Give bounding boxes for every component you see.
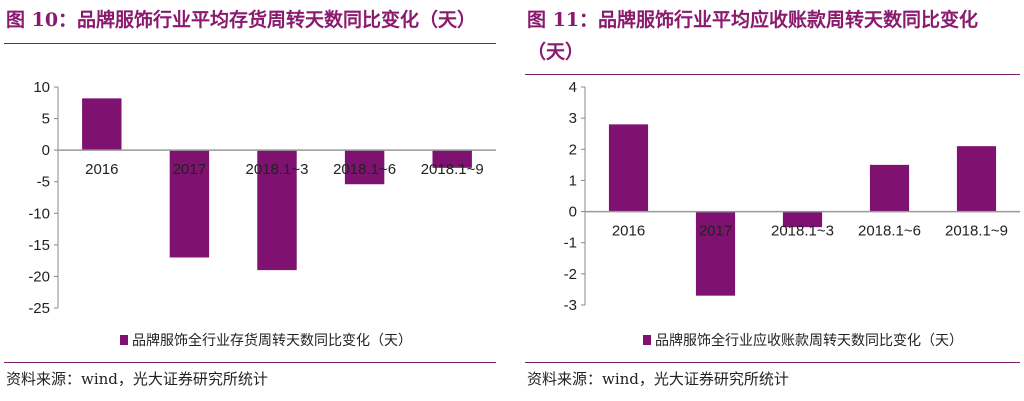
- figure-10-panel: 图 10：品牌服饰行业平均存货周转天数同比变化（天） 10 5 0 -5 -10 -15 -…: [0, 0, 500, 401]
- title-underline: [4, 43, 496, 44]
- category-label: 2018.1~9: [421, 161, 484, 178]
- bar-2018.1~6: [344, 150, 385, 185]
- bar-2016: [82, 98, 122, 151]
- category-label: 2017: [699, 223, 732, 240]
- legend-label: 品牌服饰全行业存货周转天数同比变化（天）: [132, 332, 412, 348]
- y-tick-label: 0: [42, 142, 50, 159]
- category-label: 2018.1~3: [771, 223, 834, 240]
- bar-2018.1~3: [782, 211, 823, 228]
- bar-2016: [608, 124, 649, 212]
- y-tick-label: 5: [42, 111, 50, 128]
- bar-2017: [169, 150, 210, 258]
- y-tick-label: -1: [564, 235, 577, 252]
- y-tick-label: 4: [569, 79, 577, 96]
- category-label: 2018.1~3: [246, 161, 309, 178]
- category-label: 2018.1~6: [858, 223, 921, 240]
- legend-label: 品牌服饰全行业应收账款周转天数同比变化（天）: [655, 332, 963, 348]
- receivables-turnover-chart: 4 3 2 1 0 -1 -2 -3 2016 2017 2018.1~3 2018.1~6 2018.…: [564, 79, 1020, 348]
- y-tick-label: 3: [569, 110, 577, 127]
- bar-2018.1~9: [432, 150, 472, 168]
- bar-2018.1~3: [257, 150, 297, 271]
- figure-10-source: 资料来源：wind，光大证券研究所统计: [6, 370, 268, 388]
- y-tick-label: 10: [33, 79, 50, 96]
- legend-swatch: [120, 335, 128, 345]
- y-tick-label: 2: [569, 141, 577, 158]
- source-divider: [525, 362, 1020, 363]
- y-tick-label: -15: [28, 237, 50, 254]
- category-label: 2016: [612, 223, 645, 240]
- figure-10-title: 图 10：品牌服饰行业平均存货周转天数同比变化（天）: [6, 9, 477, 31]
- bar-2018.1~6: [869, 164, 910, 212]
- category-label: 2017: [173, 161, 206, 178]
- figure-11-source: 资料来源：wind，光大证券研究所统计: [527, 370, 789, 388]
- y-tick-label: -10: [28, 205, 50, 222]
- bar-2017: [695, 211, 736, 296]
- y-tick-label: -20: [28, 268, 50, 285]
- category-label: 2018.1~9: [945, 223, 1008, 240]
- source-divider: [4, 362, 496, 363]
- category-label: 2016: [85, 161, 118, 178]
- y-tick-label: -3: [564, 297, 577, 314]
- title-underline: [525, 74, 1020, 75]
- y-tick-label: -2: [564, 266, 577, 283]
- y-tick-label: 0: [569, 204, 577, 221]
- figure-11-title: 图 11：品牌服饰行业平均应收账款周转天数同比变化（天）: [527, 9, 979, 63]
- figure-11-panel: 图 11：品牌服饰行业平均应收账款周转天数同比变化（天） 4 3 2 1 0 -1 -2 -3…: [521, 0, 1024, 401]
- y-tick-label: -25: [28, 300, 50, 317]
- category-label: 2018.1~6: [333, 161, 396, 178]
- legend-swatch: [643, 335, 651, 345]
- bar-2018.1~9: [956, 146, 997, 212]
- inventory-turnover-chart: 10 5 0 -5 -10 -15 -20 -25 2016 2017 2018.1~3 2018.1…: [28, 79, 496, 348]
- y-tick-label: -5: [37, 174, 50, 191]
- y-tick-label: 1: [569, 172, 577, 189]
